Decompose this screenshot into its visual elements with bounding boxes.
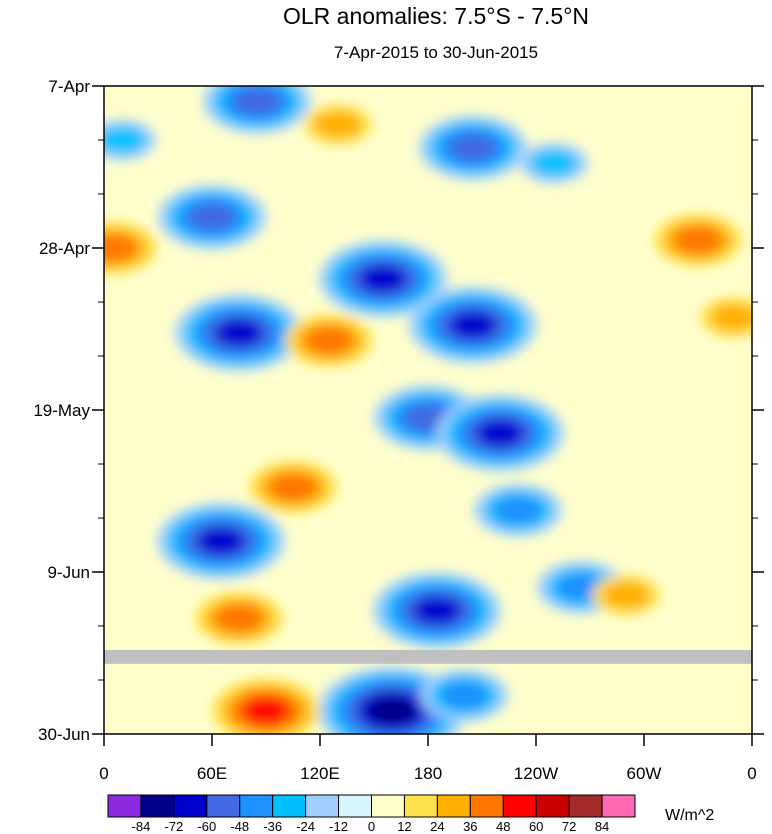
- y-tick-label: 28-Apr: [39, 239, 90, 258]
- x-tick-label: 0: [99, 764, 108, 783]
- colorbar-box: [305, 794, 340, 818]
- colorbar-box: [502, 794, 537, 818]
- colorbar-box: [107, 794, 142, 818]
- y-axis: 7-Apr 28-Apr 19-May 9-Jun 30-Jun: [33, 77, 764, 744]
- colorbar-label: -60: [197, 819, 216, 834]
- colorbar-label: -36: [263, 819, 282, 834]
- y-tick-label: 19-May: [33, 401, 90, 420]
- chart-subtitle: 7-Apr-2015 to 30-Jun-2015: [334, 43, 538, 62]
- colorbar-box: [140, 794, 175, 818]
- colorbar-label: -12: [329, 819, 348, 834]
- colorbar-box: [403, 794, 438, 818]
- colorbar-label: 48: [496, 819, 510, 834]
- y-tick-label: 9-Jun: [47, 563, 90, 582]
- colorbar-box: [469, 794, 504, 818]
- anomaly-contour: [104, 126, 146, 154]
- colorbar-box: [568, 794, 603, 818]
- colorbar-label: -72: [164, 819, 183, 834]
- anomaly-contour: [710, 303, 752, 332]
- anomaly-contour: [602, 581, 650, 610]
- missing-data-band: [104, 649, 752, 664]
- colorbar-label: -48: [230, 819, 249, 834]
- anomaly-contour: [530, 149, 578, 178]
- anomaly-contour: [368, 696, 416, 725]
- colorbar-box: [371, 794, 405, 818]
- anomaly-contour: [188, 203, 236, 232]
- plot-area: [104, 86, 752, 734]
- x-tick-label: 120W: [514, 764, 558, 783]
- anomaly-contour: [197, 527, 245, 556]
- colorbar-box: [206, 794, 241, 818]
- anomaly-contour: [104, 234, 137, 262]
- colorbar-label: 84: [595, 819, 609, 834]
- colorbar-box: [601, 794, 636, 818]
- anomaly-contour: [233, 87, 281, 116]
- colorbar-box: [535, 794, 570, 818]
- anomaly-contour: [215, 604, 263, 633]
- anomaly-contour: [674, 226, 722, 255]
- colorbar-units: W/m^2: [665, 807, 714, 824]
- colorbar-label: 24: [430, 819, 444, 834]
- x-tick-label: 120E: [300, 764, 340, 783]
- anomaly-contour: [242, 696, 290, 725]
- colorbar-label: 72: [562, 819, 576, 834]
- anomaly-contour: [359, 264, 407, 293]
- chart-title: OLR anomalies: 7.5°S - 7.5°N: [283, 3, 589, 29]
- colorbar-box: [436, 794, 471, 818]
- colorbar-label: 36: [463, 819, 477, 834]
- x-tick-label: 60W: [627, 764, 662, 783]
- colorbar-box: [173, 794, 208, 818]
- colorbar-label: -84: [132, 819, 151, 834]
- x-tick-label: 180: [414, 764, 442, 783]
- colorbar-box: [239, 794, 274, 818]
- x-axis: 0 60E 120E 180 120W 60W 0: [99, 734, 757, 783]
- colorbar-label: 0: [368, 819, 375, 834]
- anomaly-contour: [305, 326, 353, 355]
- anomaly-contour: [215, 318, 263, 347]
- anomaly-contour: [449, 311, 497, 340]
- colorbar-box: [272, 794, 307, 818]
- anomaly-contour: [440, 681, 488, 710]
- x-tick-label: 0: [747, 764, 756, 783]
- anomaly-contour: [314, 110, 362, 139]
- anomaly-field: [104, 86, 752, 734]
- colorbar-label: 60: [529, 819, 543, 834]
- anomaly-contour: [494, 496, 542, 525]
- colorbar-box: [338, 794, 372, 818]
- colorbar-label: -24: [296, 819, 315, 834]
- anomaly-contour: [413, 596, 461, 625]
- anomaly-contour: [476, 419, 524, 448]
- colorbar-label: 12: [397, 819, 411, 834]
- y-tick-label: 30-Jun: [38, 725, 90, 744]
- y-tick-label: 7-Apr: [48, 77, 90, 96]
- colorbar: -84 -72 -60 -48 -36 -24 -12 0 12 24 36 48 60 72 84: [107, 794, 636, 834]
- x-tick-label: 60E: [197, 764, 227, 783]
- anomaly-contour: [269, 473, 317, 502]
- anomaly-contour: [449, 133, 497, 162]
